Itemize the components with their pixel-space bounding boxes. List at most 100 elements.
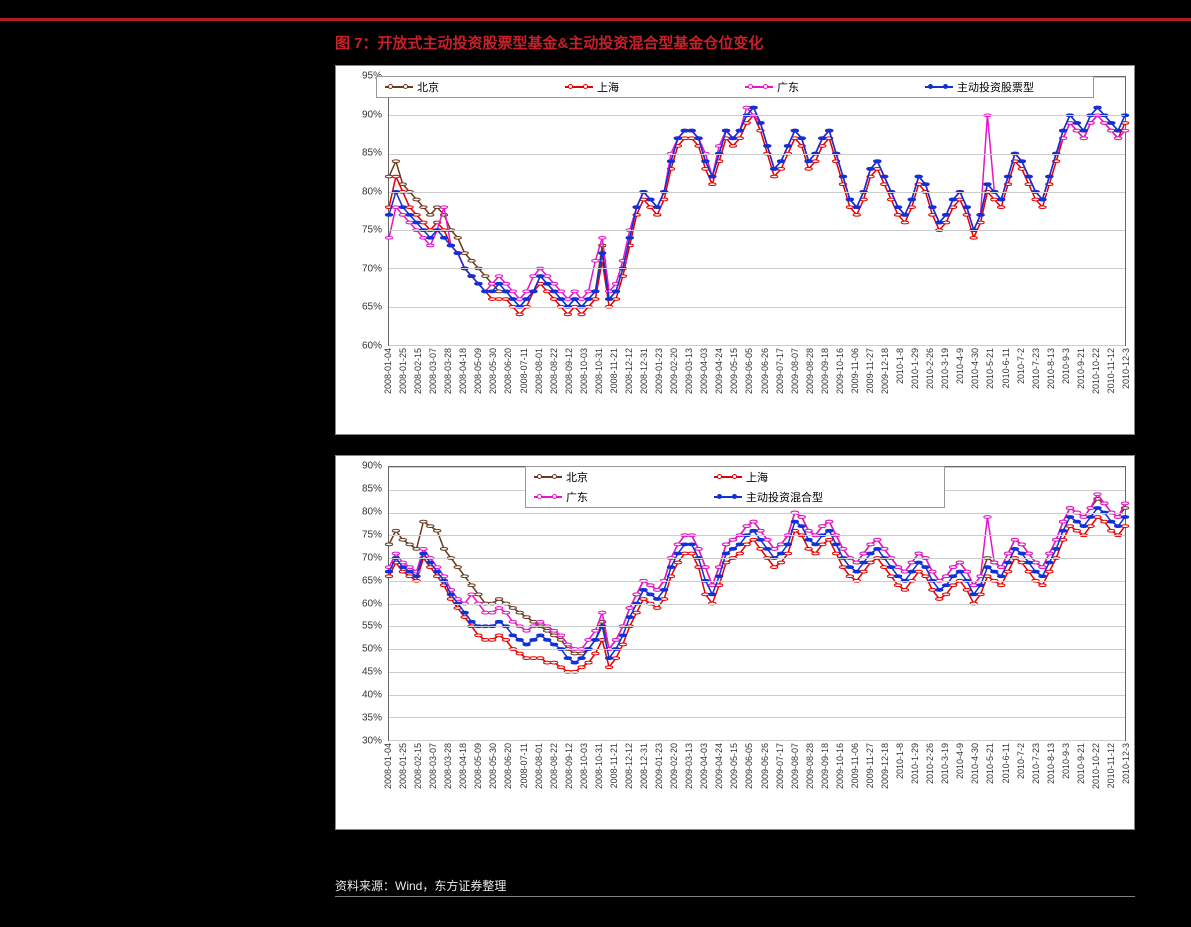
legend-item: 北京 xyxy=(385,79,545,95)
x-tick-label: 2010-5-21 xyxy=(985,348,995,389)
x-tick-label: 2009-03-13 xyxy=(684,743,694,789)
header-accent-bar xyxy=(0,18,1191,21)
x-tick-label: 2009-08-28 xyxy=(805,743,815,789)
y-tick-label: 50% xyxy=(362,644,382,655)
source-underline xyxy=(335,896,1135,897)
x-tick-label: 2008-12-12 xyxy=(624,348,634,394)
legend-label: 北京 xyxy=(566,469,588,485)
legend-item: 北京 xyxy=(534,469,694,485)
x-tick-label: 2009-05-15 xyxy=(729,743,739,789)
legend-item: 广东 xyxy=(745,79,905,95)
x-tick-label: 2009-08-28 xyxy=(805,348,815,394)
x-tick-label: 2009-04-03 xyxy=(699,348,709,394)
x-tick-label: 2009-04-03 xyxy=(699,743,709,789)
legend-label: 主动投资混合型 xyxy=(746,489,823,505)
x-tick-label: 2008-01-25 xyxy=(398,348,408,394)
x-tick-label: 2010-2-26 xyxy=(925,743,935,784)
chart1-y-axis: 60%65%70%75%80%85%90%95% xyxy=(336,76,386,346)
x-tick-label: 2008-03-07 xyxy=(428,743,438,789)
x-tick-label: 2010-7-2 xyxy=(1016,348,1026,384)
x-tick-label: 2008-06-20 xyxy=(503,348,513,394)
x-tick-label: 2010-4-9 xyxy=(955,348,965,384)
x-tick-label: 2010-4-30 xyxy=(970,348,980,389)
x-tick-label: 2010-12-3 xyxy=(1121,743,1131,784)
legend-label: 北京 xyxy=(417,79,439,95)
legend-item: 主动投资混合型 xyxy=(714,489,874,505)
x-tick-label: 2008-06-20 xyxy=(503,743,513,789)
x-tick-label: 2010-1-8 xyxy=(895,743,905,779)
x-tick-label: 2009-11-06 xyxy=(850,348,860,393)
x-tick-label: 2009-10-16 xyxy=(835,348,845,394)
x-tick-label: 2010-6-11 xyxy=(1001,348,1011,388)
x-tick-label: 2008-05-30 xyxy=(488,348,498,394)
y-tick-label: 75% xyxy=(362,529,382,540)
x-tick-label: 2010-9-3 xyxy=(1061,348,1071,384)
x-tick-label: 2010-8-13 xyxy=(1046,348,1056,389)
x-tick-label: 2009-10-16 xyxy=(835,743,845,789)
x-tick-label: 2008-08-01 xyxy=(534,348,544,394)
y-tick-label: 90% xyxy=(362,461,382,472)
x-tick-label: 2010-1-8 xyxy=(895,348,905,384)
x-tick-label: 2008-04-18 xyxy=(458,348,468,394)
x-tick-label: 2009-06-05 xyxy=(744,743,754,789)
legend-item: 主动投资股票型 xyxy=(925,79,1085,95)
y-tick-label: 60% xyxy=(362,341,382,352)
x-tick-label: 2008-11-21 xyxy=(609,743,619,788)
chart2-y-axis: 30%35%40%45%50%55%60%65%70%75%80%85%90% xyxy=(336,466,386,741)
x-tick-label: 2008-03-07 xyxy=(428,348,438,394)
x-tick-label: 2010-2-26 xyxy=(925,348,935,389)
x-tick-label: 2009-07-17 xyxy=(775,348,785,394)
x-tick-label: 2010-11-12 xyxy=(1106,348,1116,393)
x-tick-label: 2008-01-04 xyxy=(383,743,393,789)
y-tick-label: 35% xyxy=(362,713,382,724)
x-tick-label: 2010-3-19 xyxy=(940,348,950,389)
y-tick-label: 80% xyxy=(362,506,382,517)
y-tick-label: 65% xyxy=(362,302,382,313)
x-tick-label: 2010-4-30 xyxy=(970,743,980,784)
x-tick-label: 2008-09-12 xyxy=(564,743,574,789)
legend-label: 广东 xyxy=(566,489,588,505)
chart2-legend: 北京 上海广东 主动投资混合型 xyxy=(525,466,945,508)
x-tick-label: 2008-12-31 xyxy=(639,348,649,394)
y-tick-label: 55% xyxy=(362,621,382,632)
x-tick-label: 2009-01-23 xyxy=(654,348,664,394)
x-tick-label: 2009-02-20 xyxy=(669,743,679,789)
y-tick-label: 60% xyxy=(362,598,382,609)
x-tick-label: 2008-10-31 xyxy=(594,743,604,789)
y-tick-label: 90% xyxy=(362,109,382,120)
source-citation: 资料来源：Wind，东方证券整理 xyxy=(335,877,506,894)
legend-label: 上海 xyxy=(597,79,619,95)
chart-hybrid-funds: 30%35%40%45%50%55%60%65%70%75%80%85%90% … xyxy=(335,455,1135,830)
x-tick-label: 2009-07-17 xyxy=(775,743,785,789)
legend-item: 上海 xyxy=(714,469,874,485)
x-tick-label: 2008-08-01 xyxy=(534,743,544,789)
x-tick-label: 2010-11-12 xyxy=(1106,743,1116,788)
legend-item: 广东 xyxy=(534,489,694,505)
x-tick-label: 2008-04-18 xyxy=(458,743,468,789)
x-tick-label: 2009-02-20 xyxy=(669,348,679,394)
legend-label: 上海 xyxy=(746,469,768,485)
x-tick-label: 2009-05-15 xyxy=(729,348,739,394)
x-tick-label: 2009-08-07 xyxy=(790,348,800,394)
x-tick-label: 2008-12-31 xyxy=(639,743,649,789)
x-tick-label: 2008-07-11 xyxy=(519,348,529,393)
chart-equity-funds: 60%65%70%75%80%85%90%95% 2008-01-042008-… xyxy=(335,65,1135,435)
x-tick-label: 2009-08-07 xyxy=(790,743,800,789)
chart1-legend: 北京 上海 广东 主动投资股票型 xyxy=(376,76,1094,98)
x-tick-label: 2008-08-22 xyxy=(549,743,559,789)
x-tick-label: 2008-02-15 xyxy=(413,743,423,789)
x-tick-label: 2010-9-21 xyxy=(1076,348,1086,389)
x-tick-label: 2008-08-22 xyxy=(549,348,559,394)
x-tick-label: 2010-9-21 xyxy=(1076,743,1086,784)
legend-label: 主动投资股票型 xyxy=(957,79,1034,95)
x-tick-label: 2008-12-12 xyxy=(624,743,634,789)
x-tick-label: 2009-11-27 xyxy=(865,743,875,788)
figure-title: 图 7：开放式主动投资股票型基金&主动投资混合型基金仓位变化 xyxy=(335,32,763,53)
x-tick-label: 2009-06-26 xyxy=(760,348,770,394)
x-tick-label: 2010-7-23 xyxy=(1031,348,1041,389)
x-tick-label: 2010-3-19 xyxy=(940,743,950,784)
x-tick-label: 2009-12-18 xyxy=(880,743,890,789)
x-tick-label: 2009-09-18 xyxy=(820,348,830,394)
x-tick-label: 2010-1-29 xyxy=(910,743,920,784)
y-tick-label: 45% xyxy=(362,667,382,678)
